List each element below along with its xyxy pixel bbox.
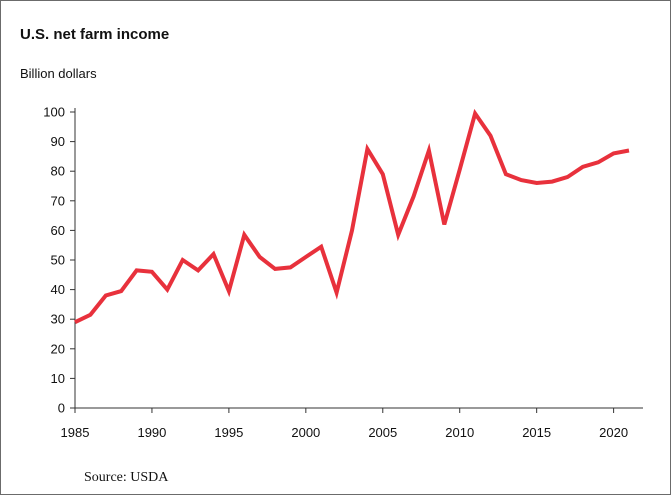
chart-title: U.S. net farm income — [20, 26, 170, 43]
y-tick-label: 50 — [51, 253, 65, 268]
x-tick-label: 2005 — [368, 425, 397, 440]
y-axis-ticks: 0 10 20 30 40 50 60 70 80 90 100 — [43, 105, 75, 416]
x-tick-label: 2010 — [445, 425, 474, 440]
source-note: Source: USDA — [84, 470, 169, 485]
y-tick-label: 0 — [58, 401, 65, 416]
series-lines — [74, 108, 630, 325]
x-tick-label: 2015 — [522, 425, 551, 440]
y-tick-label: 40 — [51, 282, 65, 297]
y-tick-label: 60 — [51, 223, 65, 238]
y-tick-label: 70 — [51, 193, 65, 208]
x-tick-label: 1990 — [137, 425, 166, 440]
y-tick-label: 10 — [51, 371, 65, 386]
y-tick-label: 80 — [51, 164, 65, 179]
y-tick-label: 90 — [51, 134, 65, 149]
y-tick-label: 30 — [51, 312, 65, 327]
x-tick-label: 2000 — [291, 425, 320, 440]
series-line-net-farm-income — [74, 108, 630, 325]
y-tick-label: 100 — [43, 105, 65, 120]
x-axis-ticks: 1985 1990 1995 2000 2005 2010 2015 2020 — [61, 408, 628, 440]
x-tick-label: 1995 — [214, 425, 243, 440]
y-tick-label: 20 — [51, 341, 65, 356]
x-tick-label: 1985 — [61, 425, 90, 440]
y-axis-unit-label: Billion dollars — [20, 66, 97, 81]
line-chart: 0 10 20 30 40 50 60 70 80 90 100 1985 1990 1995 2000 2… — [43, 105, 643, 440]
x-tick-label: 2020 — [599, 425, 628, 440]
axes — [74, 108, 643, 409]
